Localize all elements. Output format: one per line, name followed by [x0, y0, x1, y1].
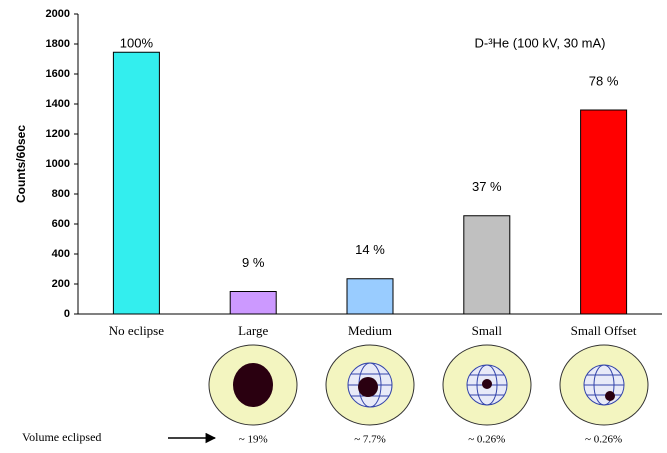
y-tick-label: 1600 — [46, 68, 70, 80]
x-tick-label: No eclipse — [109, 323, 164, 338]
bar — [229, 291, 277, 315]
y-tick-label: 600 — [52, 218, 70, 230]
y-tick-label: 1400 — [46, 98, 70, 110]
percent-label: 100% — [120, 36, 154, 51]
volume-value: ~ 0.26% — [585, 434, 622, 446]
volume-value: ~ 19% — [239, 434, 268, 446]
percent-label: 78 % — [589, 73, 619, 88]
percent-label: 9 % — [242, 255, 265, 270]
percent-label: 14 % — [355, 242, 385, 257]
volume-value: ~ 0.26% — [468, 434, 505, 446]
icon-medium — [325, 344, 415, 426]
y-tick-label: 400 — [52, 248, 70, 260]
volume-value: ~ 7.7% — [354, 434, 386, 446]
volume-label: Volume eclipsed — [22, 430, 101, 444]
y-tick-label: 800 — [52, 188, 70, 200]
icon-small-offset — [559, 344, 649, 426]
icon-small — [442, 344, 532, 426]
x-tick-label: Large — [238, 323, 268, 338]
y-tick-label: 1800 — [46, 38, 70, 50]
annotation: D-³He (100 kV, 30 mA) — [474, 35, 605, 50]
bar — [580, 109, 628, 315]
x-tick-label: Medium — [348, 323, 392, 338]
y-tick-label: 200 — [52, 278, 70, 290]
bar — [112, 51, 160, 315]
icon-large — [208, 344, 298, 426]
y-tick-label: 2000 — [46, 8, 70, 20]
y-axis-label: Counts/60sec — [14, 125, 28, 203]
y-tick-label: 0 — [64, 308, 70, 320]
bar — [346, 278, 394, 315]
x-tick-label: Small Offset — [571, 323, 637, 338]
y-tick-label: 1000 — [46, 158, 70, 170]
bar — [463, 215, 511, 315]
x-tick-label: Small — [472, 323, 503, 338]
percent-label: 37 % — [472, 179, 502, 194]
y-tick-label: 1200 — [46, 128, 70, 140]
